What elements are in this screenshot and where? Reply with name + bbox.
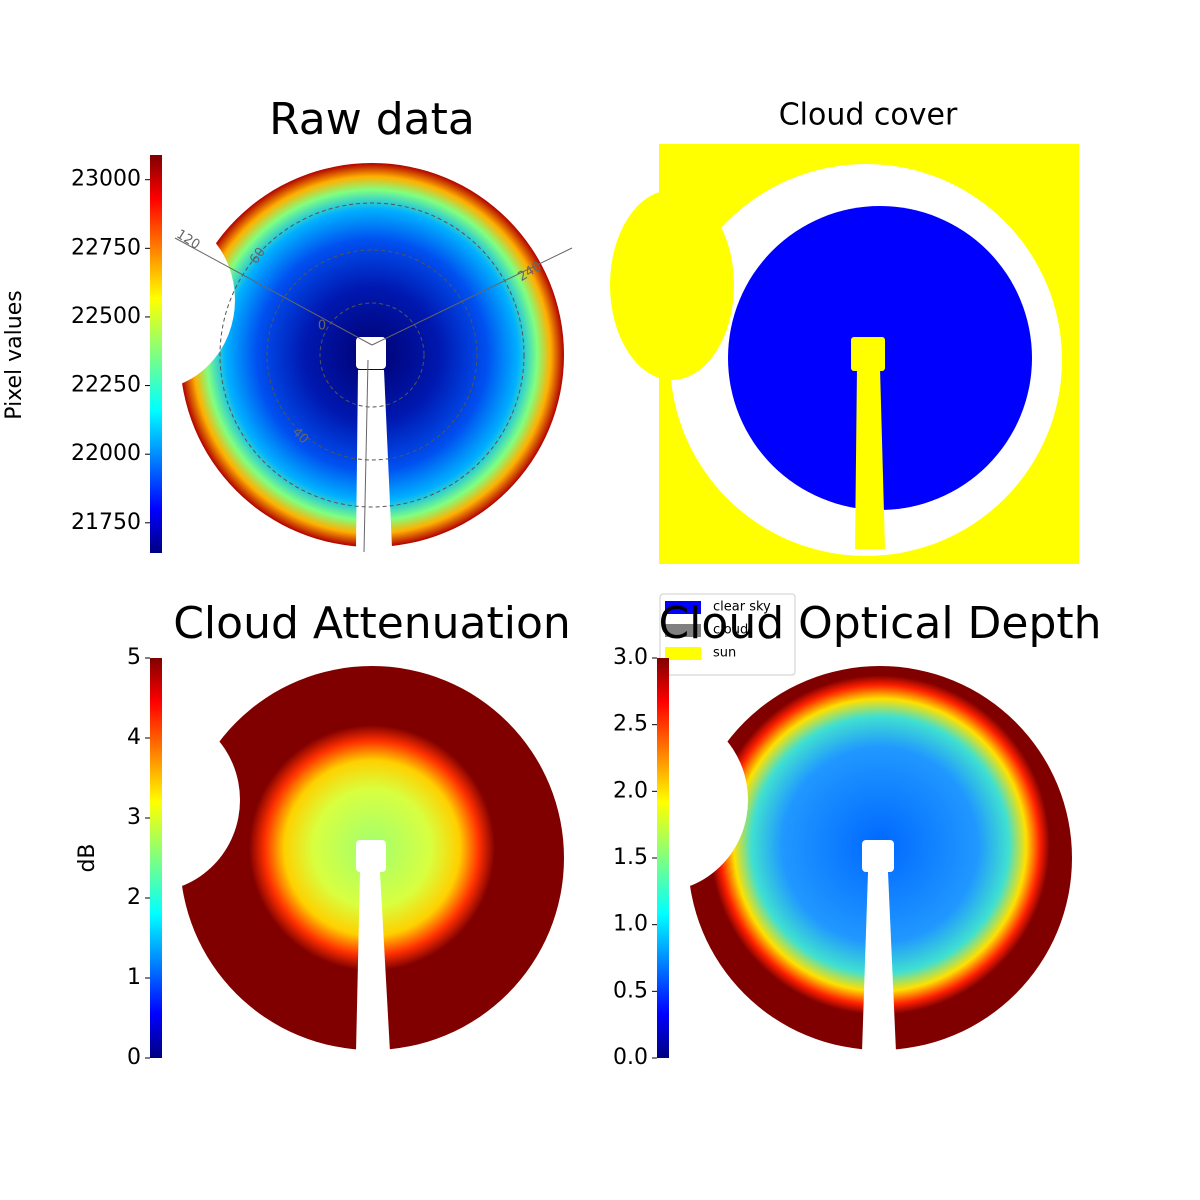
colorbar: [150, 658, 162, 1058]
attenuation-image: [60, 666, 564, 1052]
colorbar-tick-label: 2.5: [613, 712, 648, 737]
colorbar-tick-label: 0.0: [613, 1045, 648, 1070]
panel-title: Cloud Attenuation: [173, 598, 571, 649]
colorbar-label: dB: [75, 843, 100, 872]
legend-label: cloud: [713, 623, 748, 638]
colorbar-tick-label: 22000: [71, 441, 141, 466]
colorbar: [657, 658, 669, 1058]
colorbar-tick-label: 22250: [71, 373, 141, 398]
colorbar-tick-label: 3: [127, 805, 141, 830]
legend-label: clear sky: [713, 600, 771, 615]
panel-title: Cloud Optical Depth: [658, 598, 1101, 649]
legend-swatch: [665, 647, 701, 660]
legend-swatch: [665, 624, 701, 637]
panel-title: Cloud cover: [779, 98, 958, 133]
colorbar-tick-label: 22750: [71, 235, 141, 260]
legend-swatch: [665, 601, 701, 614]
colorbar-tick-label: 3.0: [613, 645, 648, 670]
polar-label: 0: [318, 319, 326, 334]
colorbar-tick-label: 23000: [71, 167, 141, 192]
colorbar-tick-label: 4: [127, 725, 141, 750]
colorbar-tick-label: 0: [127, 1045, 141, 1070]
colorbar: [150, 155, 162, 553]
raw-image: [65, 163, 573, 553]
colorbar-tick-label: 5: [127, 645, 141, 670]
colorbar-tick-label: 1.0: [613, 912, 648, 937]
cloud-cover-image: [610, 144, 1079, 564]
colorbar-label: Pixel values: [2, 290, 27, 419]
colorbar-tick-label: 22500: [71, 304, 141, 329]
panel-title: Raw data: [269, 94, 475, 145]
colorbar-tick-label: 1.5: [613, 845, 648, 870]
legend-label: sun: [713, 646, 736, 661]
colorbar-tick-label: 2.0: [613, 778, 648, 803]
colorbar-tick-label: 2: [127, 885, 141, 910]
colorbar-tick-label: 21750: [71, 510, 141, 535]
colorbar-tick-label: 1: [127, 965, 141, 990]
colorbar-tick-label: 0.5: [613, 978, 648, 1003]
